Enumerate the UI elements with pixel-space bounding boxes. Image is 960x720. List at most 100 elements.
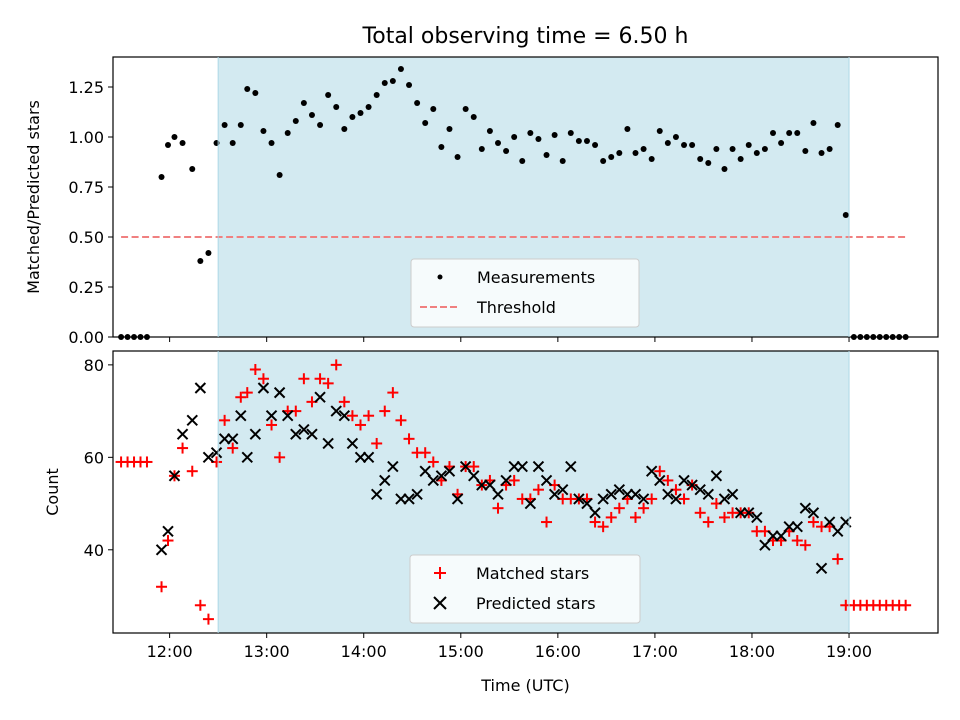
predicted-star-point (823, 516, 836, 528)
measurement-point (818, 150, 825, 156)
matched-star-point (900, 599, 912, 611)
top-legend: Measurements Threshold (410, 258, 640, 328)
predicted-star-point (290, 428, 302, 440)
measurement-point (333, 104, 340, 110)
top-data-marks (118, 66, 909, 340)
matched-star-point (532, 484, 544, 496)
predicted-star-point (476, 479, 488, 491)
measurement-point (697, 156, 704, 162)
measurement-point (705, 160, 712, 166)
y-tick-label: 0.75 (68, 178, 104, 197)
measurement-point (559, 158, 566, 164)
chart-title: Total observing time = 6.50 h (362, 24, 689, 49)
measurement-point (834, 122, 841, 128)
measurement-point (664, 140, 671, 146)
predicted-star-point (702, 488, 715, 501)
measurement-point (357, 110, 364, 116)
predicted-star-point (468, 470, 480, 482)
top-axes-frame (112, 56, 939, 338)
predicted-star-point (565, 460, 577, 473)
measurement-point (470, 114, 477, 120)
predicted-star-point (573, 493, 585, 505)
y-tick-label: 1.25 (68, 78, 104, 97)
legend-matched-marker (434, 567, 446, 579)
predicted-star-point (678, 474, 690, 487)
measurement-point (656, 128, 663, 134)
measurement-point (640, 146, 647, 152)
legend-predicted-label: Predicted stars (476, 594, 596, 613)
predicted-star-point (168, 470, 181, 482)
predicted-star-point (306, 428, 318, 440)
predicted-star-point (322, 437, 334, 450)
matched-star-point (227, 442, 239, 454)
predicted-star-point (637, 493, 650, 505)
matched-star-point (257, 373, 269, 385)
matched-star-point (314, 373, 326, 385)
matched-star-point (630, 511, 641, 523)
measurement-point (713, 146, 720, 152)
predicted-star-point (815, 562, 828, 574)
measurement-point (292, 118, 299, 124)
top-y-ticks: 0.00 0.25 0.50 0.75 1.00 1.25 (68, 78, 113, 347)
matched-star-point (419, 447, 431, 459)
measurement-point (158, 174, 165, 180)
measurement-point (300, 100, 307, 106)
x-tick-label: 17:00 (632, 642, 678, 661)
measurement-point (737, 156, 744, 162)
measurement-point (632, 150, 639, 156)
matched-star-point (266, 419, 278, 431)
matched-star-point (678, 493, 690, 505)
legend-matched-label: Matched stars (476, 564, 589, 583)
measurement-point (503, 148, 510, 154)
matched-star-point (541, 516, 553, 528)
matched-star-point (194, 599, 206, 611)
matched-star-point (249, 363, 261, 375)
predicted-star-point (670, 493, 682, 505)
measurement-point (689, 142, 696, 148)
matched-star-point (371, 437, 383, 449)
predicted-star-point (621, 488, 634, 501)
top-panel: 0.00 0.25 0.50 0.75 1.00 1.25 Total observing… (24, 24, 939, 347)
predicted-star-point (435, 470, 448, 482)
measurement-point (165, 142, 171, 148)
measurement-point (761, 146, 768, 152)
matched-star-point (799, 539, 811, 551)
predicted-star-point (710, 470, 723, 482)
matched-star-point (241, 387, 253, 399)
y-tick-label: 60 (84, 448, 104, 467)
measurement-point (778, 140, 785, 146)
predicted-star-point (759, 539, 771, 551)
predicted-star-point (597, 493, 609, 505)
measurement-point (721, 166, 728, 172)
bottom-y-ticks: 40 60 80 (84, 356, 113, 560)
matched-star-point (638, 502, 650, 514)
predicted-star-point (734, 507, 747, 519)
matched-star-point (186, 465, 198, 477)
predicted-star-point (524, 497, 537, 510)
measurement-point (284, 130, 291, 136)
matched-star-point (330, 359, 342, 371)
x-tick-label: 12:00 (147, 642, 193, 661)
matched-star-point (791, 535, 803, 547)
matched-star-point (346, 410, 358, 422)
bottom-axes-frame (112, 350, 939, 634)
measurement-point (229, 140, 236, 146)
measurement-point (770, 130, 776, 136)
predicted-star-point (387, 460, 399, 473)
measurement-point (583, 138, 590, 144)
measurement-point (672, 134, 679, 140)
predicted-star-point (298, 423, 310, 436)
predicted-star-point (241, 451, 253, 464)
x-axis-label: Time (UTC) (480, 676, 569, 695)
matched-star-point (395, 414, 407, 426)
matched-star-point (403, 433, 415, 445)
measurement-point (171, 134, 178, 140)
legend-measurements-label: Measurements (477, 268, 595, 287)
legend-measurements-marker (437, 274, 443, 280)
matched-star-point (605, 511, 617, 523)
bottom-data-marks (115, 359, 912, 625)
bottom-panel: 40 60 80 12:00 13:00 14:00 15:00 16:00 17:00 18:… (43, 350, 939, 695)
measurement-point (600, 158, 607, 164)
predicted-star-point (346, 437, 359, 450)
